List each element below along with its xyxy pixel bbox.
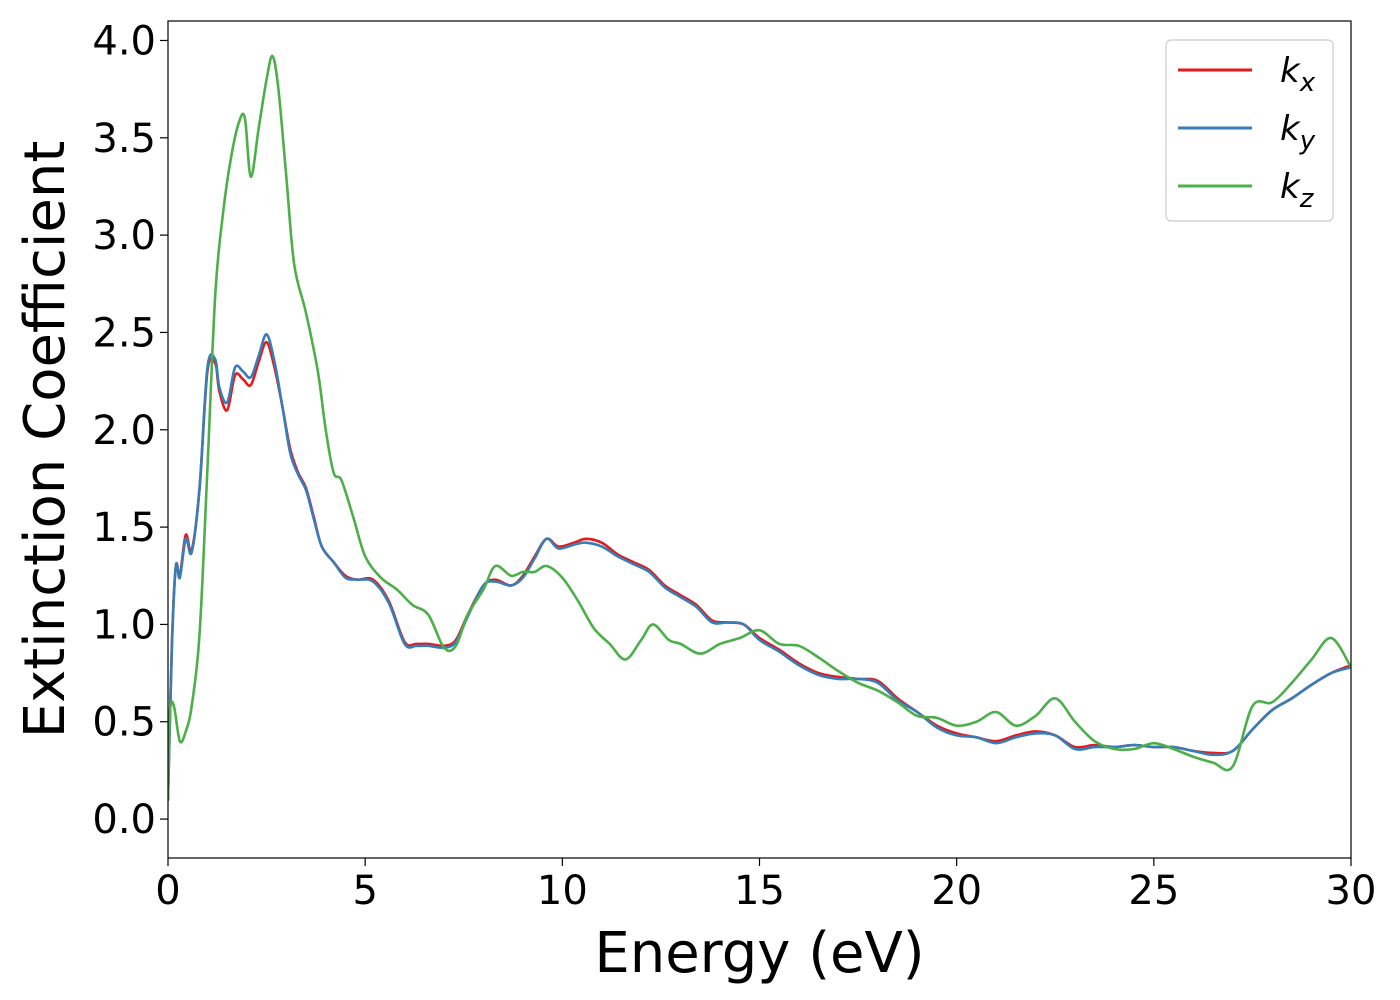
x-tick-label: 5: [352, 868, 377, 914]
y-axis-title: Extinction Coefficient: [13, 141, 78, 739]
y-tick-label: 2.0: [92, 408, 156, 454]
y-tick-label: 4.0: [92, 18, 156, 64]
y-axis: 0.0 0.5 1.0 1.5 2.0 2.5 3.0 3.5 4.0: [92, 18, 168, 843]
y-tick-label: 2.5: [92, 310, 156, 356]
x-tick-label: 15: [734, 868, 785, 914]
legend-label-main: k: [1280, 51, 1301, 91]
x-axis: 0 5 10 15 20 25 30: [155, 858, 1376, 914]
legend-label-subscript: x: [1299, 68, 1316, 98]
y-tick-label: 3.5: [92, 116, 156, 162]
y-tick-label: 3.0: [92, 213, 156, 259]
x-axis-title: Energy (eV): [594, 921, 924, 986]
x-tick-label: 10: [537, 868, 588, 914]
x-tick-label: 0: [155, 868, 180, 914]
legend-box: [1165, 39, 1334, 222]
series-layer: [168, 54, 1351, 801]
x-tick-label: 20: [931, 868, 982, 914]
x-tick-label: 25: [1128, 868, 1179, 914]
legend-label-ky: ky: [1280, 109, 1316, 156]
legend-label-kz: kz: [1280, 167, 1315, 214]
y-tick-label: 1.0: [92, 602, 156, 648]
legend-label-subscript: z: [1299, 184, 1315, 214]
y-tick-label: 0.0: [92, 797, 156, 843]
legend-label-subscript: y: [1299, 126, 1316, 156]
legend-label-main: k: [1280, 109, 1301, 149]
x-tick-label: 30: [1326, 868, 1377, 914]
series-line-kx: [168, 340, 1351, 801]
series-line-ky: [168, 333, 1351, 801]
series-line-kz: [168, 54, 1351, 801]
legend-label-kx: kx: [1280, 51, 1316, 98]
y-tick-label: 0.5: [92, 700, 156, 746]
legend-label-main: k: [1280, 167, 1301, 207]
y-tick-label: 1.5: [92, 505, 156, 551]
